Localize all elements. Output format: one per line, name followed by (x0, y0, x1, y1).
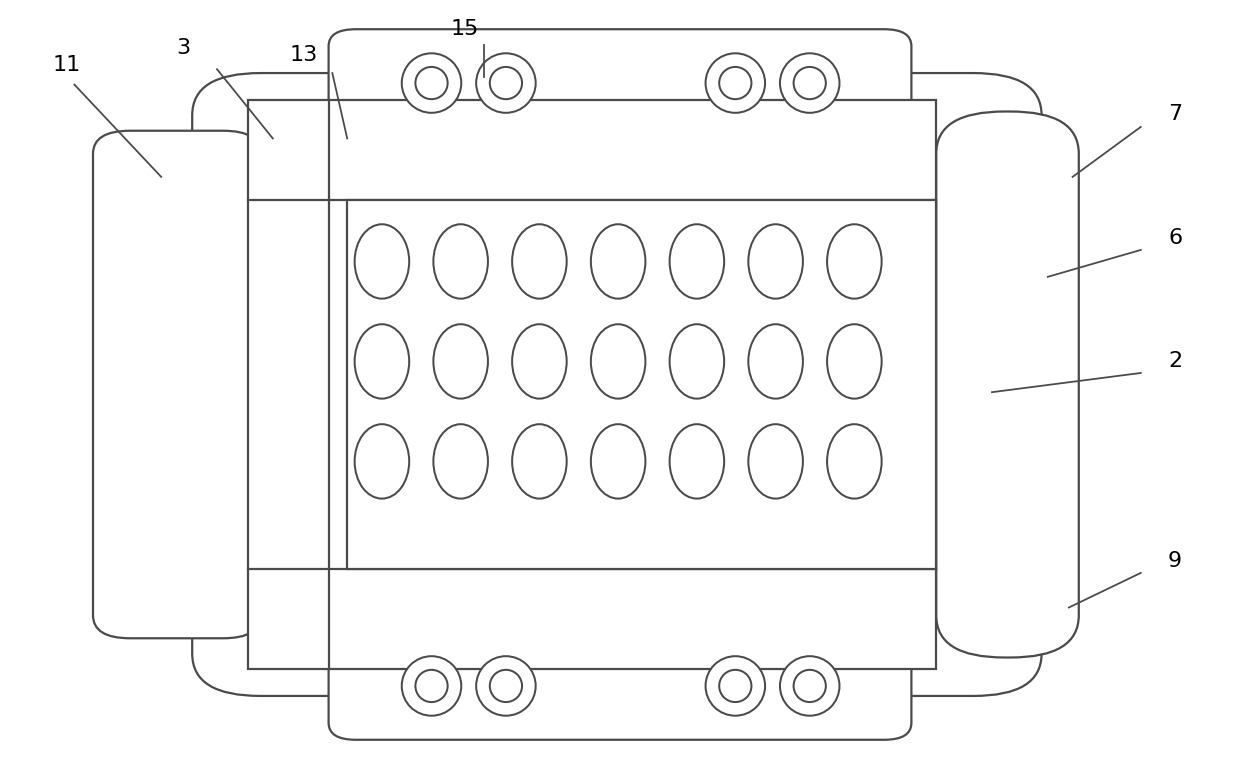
Ellipse shape (827, 325, 882, 398)
Ellipse shape (706, 656, 765, 716)
Ellipse shape (591, 325, 645, 398)
Ellipse shape (670, 325, 724, 398)
Ellipse shape (748, 225, 802, 298)
Ellipse shape (415, 67, 448, 99)
Ellipse shape (476, 656, 536, 716)
Text: 6: 6 (1168, 228, 1182, 248)
Ellipse shape (780, 53, 839, 113)
Ellipse shape (490, 670, 522, 702)
Ellipse shape (490, 67, 522, 99)
Text: 3: 3 (176, 38, 191, 58)
Ellipse shape (670, 225, 724, 298)
FancyBboxPatch shape (192, 73, 1042, 696)
Ellipse shape (827, 424, 882, 498)
Ellipse shape (434, 424, 489, 498)
FancyBboxPatch shape (329, 29, 911, 141)
Ellipse shape (794, 670, 826, 702)
Ellipse shape (415, 670, 448, 702)
Text: 7: 7 (1168, 104, 1182, 124)
Ellipse shape (355, 424, 409, 498)
Ellipse shape (827, 225, 882, 298)
Ellipse shape (434, 325, 489, 398)
Ellipse shape (402, 53, 461, 113)
Text: 2: 2 (1168, 351, 1182, 371)
Ellipse shape (591, 225, 645, 298)
Ellipse shape (591, 424, 645, 498)
Ellipse shape (719, 670, 751, 702)
Bar (347, 200, 936, 569)
Ellipse shape (794, 67, 826, 99)
Ellipse shape (748, 325, 802, 398)
Ellipse shape (355, 225, 409, 298)
Ellipse shape (670, 424, 724, 498)
Ellipse shape (512, 424, 567, 498)
Bar (248, 100, 936, 669)
Ellipse shape (476, 53, 536, 113)
FancyBboxPatch shape (936, 112, 1079, 657)
Ellipse shape (402, 656, 461, 716)
Ellipse shape (512, 325, 567, 398)
Ellipse shape (434, 225, 489, 298)
FancyBboxPatch shape (93, 131, 260, 638)
Text: 15: 15 (451, 19, 479, 39)
Text: 11: 11 (52, 55, 81, 75)
Ellipse shape (355, 325, 409, 398)
Ellipse shape (706, 53, 765, 113)
FancyBboxPatch shape (329, 628, 911, 740)
Ellipse shape (748, 424, 802, 498)
Ellipse shape (780, 656, 839, 716)
Ellipse shape (719, 67, 751, 99)
Text: 9: 9 (1168, 551, 1182, 571)
Text: 13: 13 (290, 45, 317, 65)
Ellipse shape (512, 225, 567, 298)
